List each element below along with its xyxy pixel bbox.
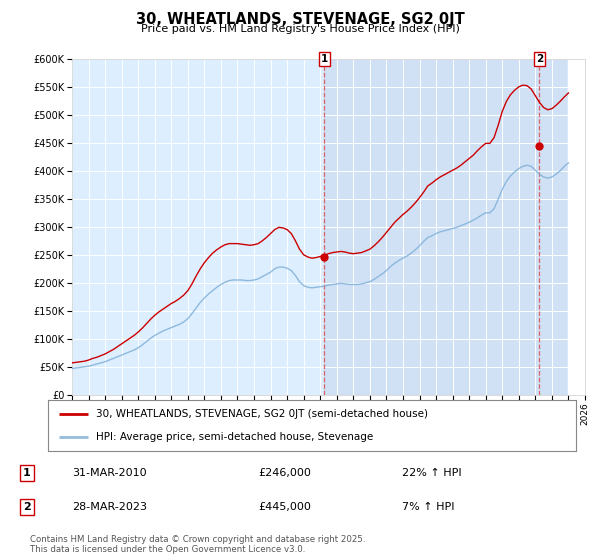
Text: 22% ↑ HPI: 22% ↑ HPI (402, 468, 461, 478)
Text: Contains HM Land Registry data © Crown copyright and database right 2025.
This d: Contains HM Land Registry data © Crown c… (30, 535, 365, 554)
Bar (325, 59, 585, 395)
Text: 1: 1 (23, 468, 31, 478)
Text: 30, WHEATLANDS, STEVENAGE, SG2 0JT (semi-detached house): 30, WHEATLANDS, STEVENAGE, SG2 0JT (semi… (95, 409, 428, 419)
Text: 2: 2 (23, 502, 31, 512)
Text: Price paid vs. HM Land Registry's House Price Index (HPI): Price paid vs. HM Land Registry's House … (140, 24, 460, 34)
Text: 2: 2 (536, 54, 543, 64)
Text: £246,000: £246,000 (258, 468, 311, 478)
Text: 31-MAR-2010: 31-MAR-2010 (72, 468, 146, 478)
Text: 1: 1 (321, 54, 328, 64)
Text: £445,000: £445,000 (258, 502, 311, 512)
Text: 7% ↑ HPI: 7% ↑ HPI (402, 502, 455, 512)
Text: 30, WHEATLANDS, STEVENAGE, SG2 0JT: 30, WHEATLANDS, STEVENAGE, SG2 0JT (136, 12, 464, 27)
Bar (568, 59, 585, 395)
Text: 28-MAR-2023: 28-MAR-2023 (72, 502, 147, 512)
Text: HPI: Average price, semi-detached house, Stevenage: HPI: Average price, semi-detached house,… (95, 432, 373, 442)
